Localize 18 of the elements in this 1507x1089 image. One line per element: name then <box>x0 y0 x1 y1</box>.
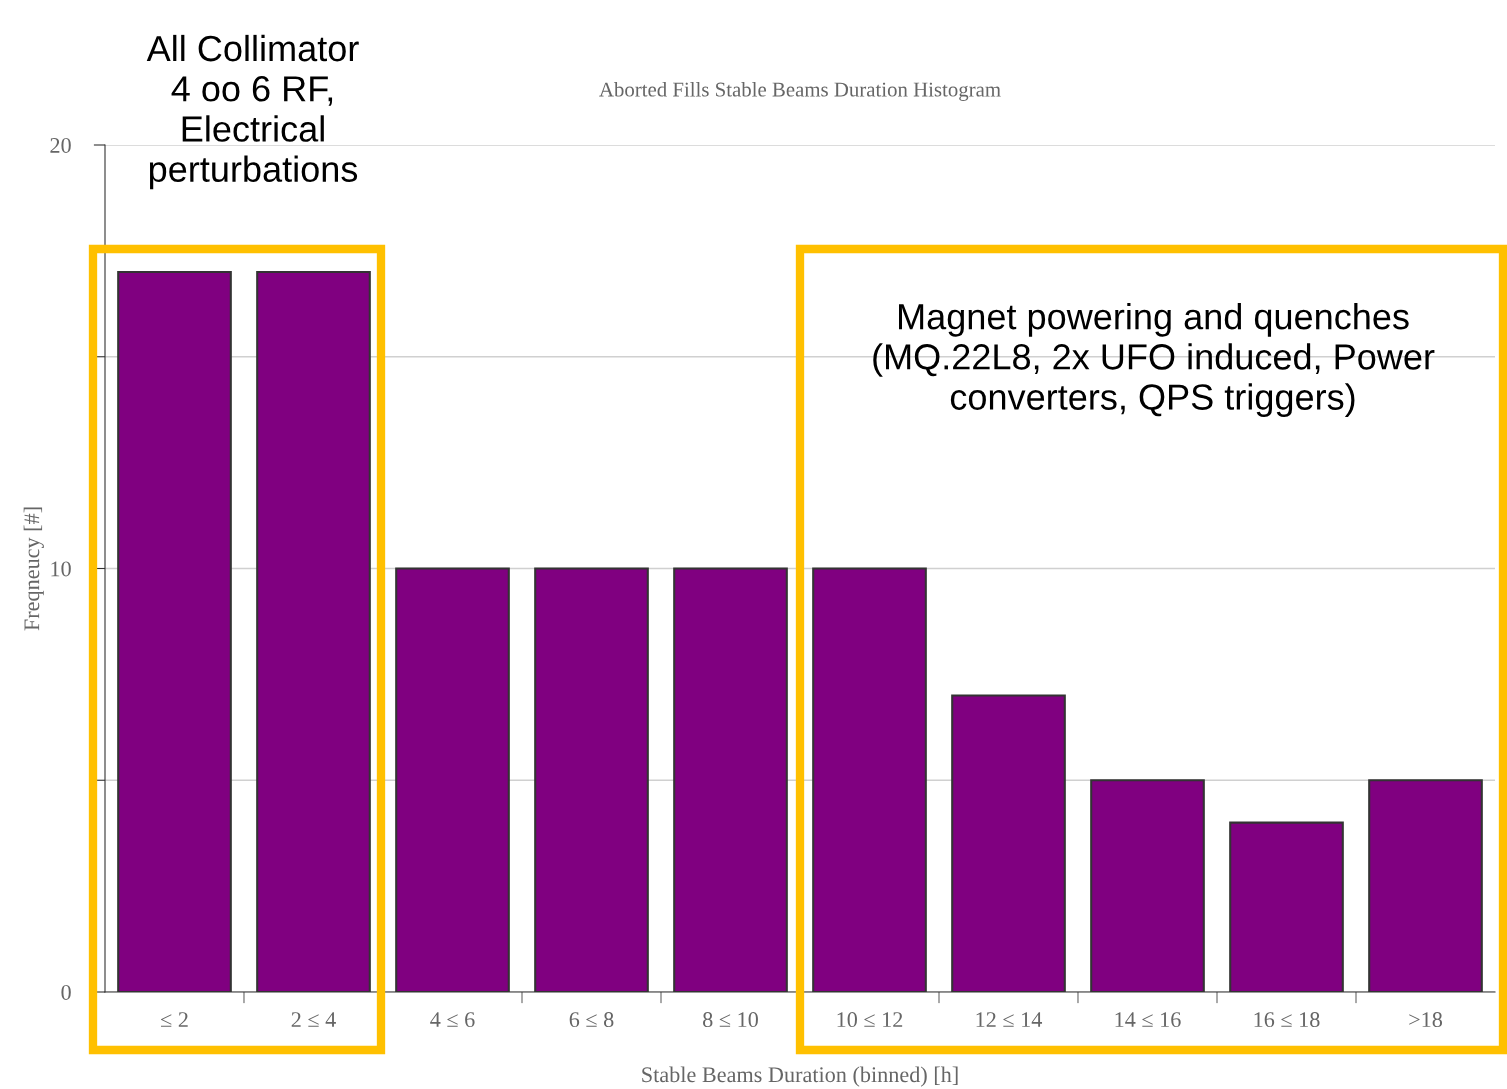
x-tick-label: 8 ≤ 10 <box>703 1012 758 1028</box>
y-tick-label: 20 <box>50 137 71 153</box>
x-tick-label: 14 ≤ 16 <box>1115 1012 1181 1028</box>
x-tick-label: 4 ≤ 6 <box>430 1012 475 1028</box>
x-tick-label: 2 ≤ 4 <box>291 1012 336 1027</box>
x-tick-label: 10 ≤ 12 <box>837 1012 903 1028</box>
chart-title: Aborted Fills Stable Beams Duration Histogram <box>599 81 1001 101</box>
y-tick-label: 10 <box>51 561 71 577</box>
x-tick-label: 16 ≤ 18 <box>1254 1012 1320 1028</box>
x-axis-title: Stable Beams Duration (binned) [h] <box>642 1066 958 1087</box>
x-tick-label: ≤ 2 <box>160 1012 188 1027</box>
x-tick-label: 12 ≤ 14 <box>976 1012 1043 1027</box>
y-axis-title: Freqneucy [#] <box>23 507 44 631</box>
annotation: All Collimator 4 oo 6 RF, Electrical perturbations <box>146 34 359 190</box>
annotation: Magnet powering and quenches (MQ.22L8, 2x UFO induced, Power converters, QPS triggers) <box>873 302 1435 418</box>
y-tick-label: 0 <box>61 984 71 1000</box>
x-tick-label: >18 <box>1409 1012 1443 1028</box>
x-tick-label: 6 ≤ 8 <box>569 1012 614 1028</box>
